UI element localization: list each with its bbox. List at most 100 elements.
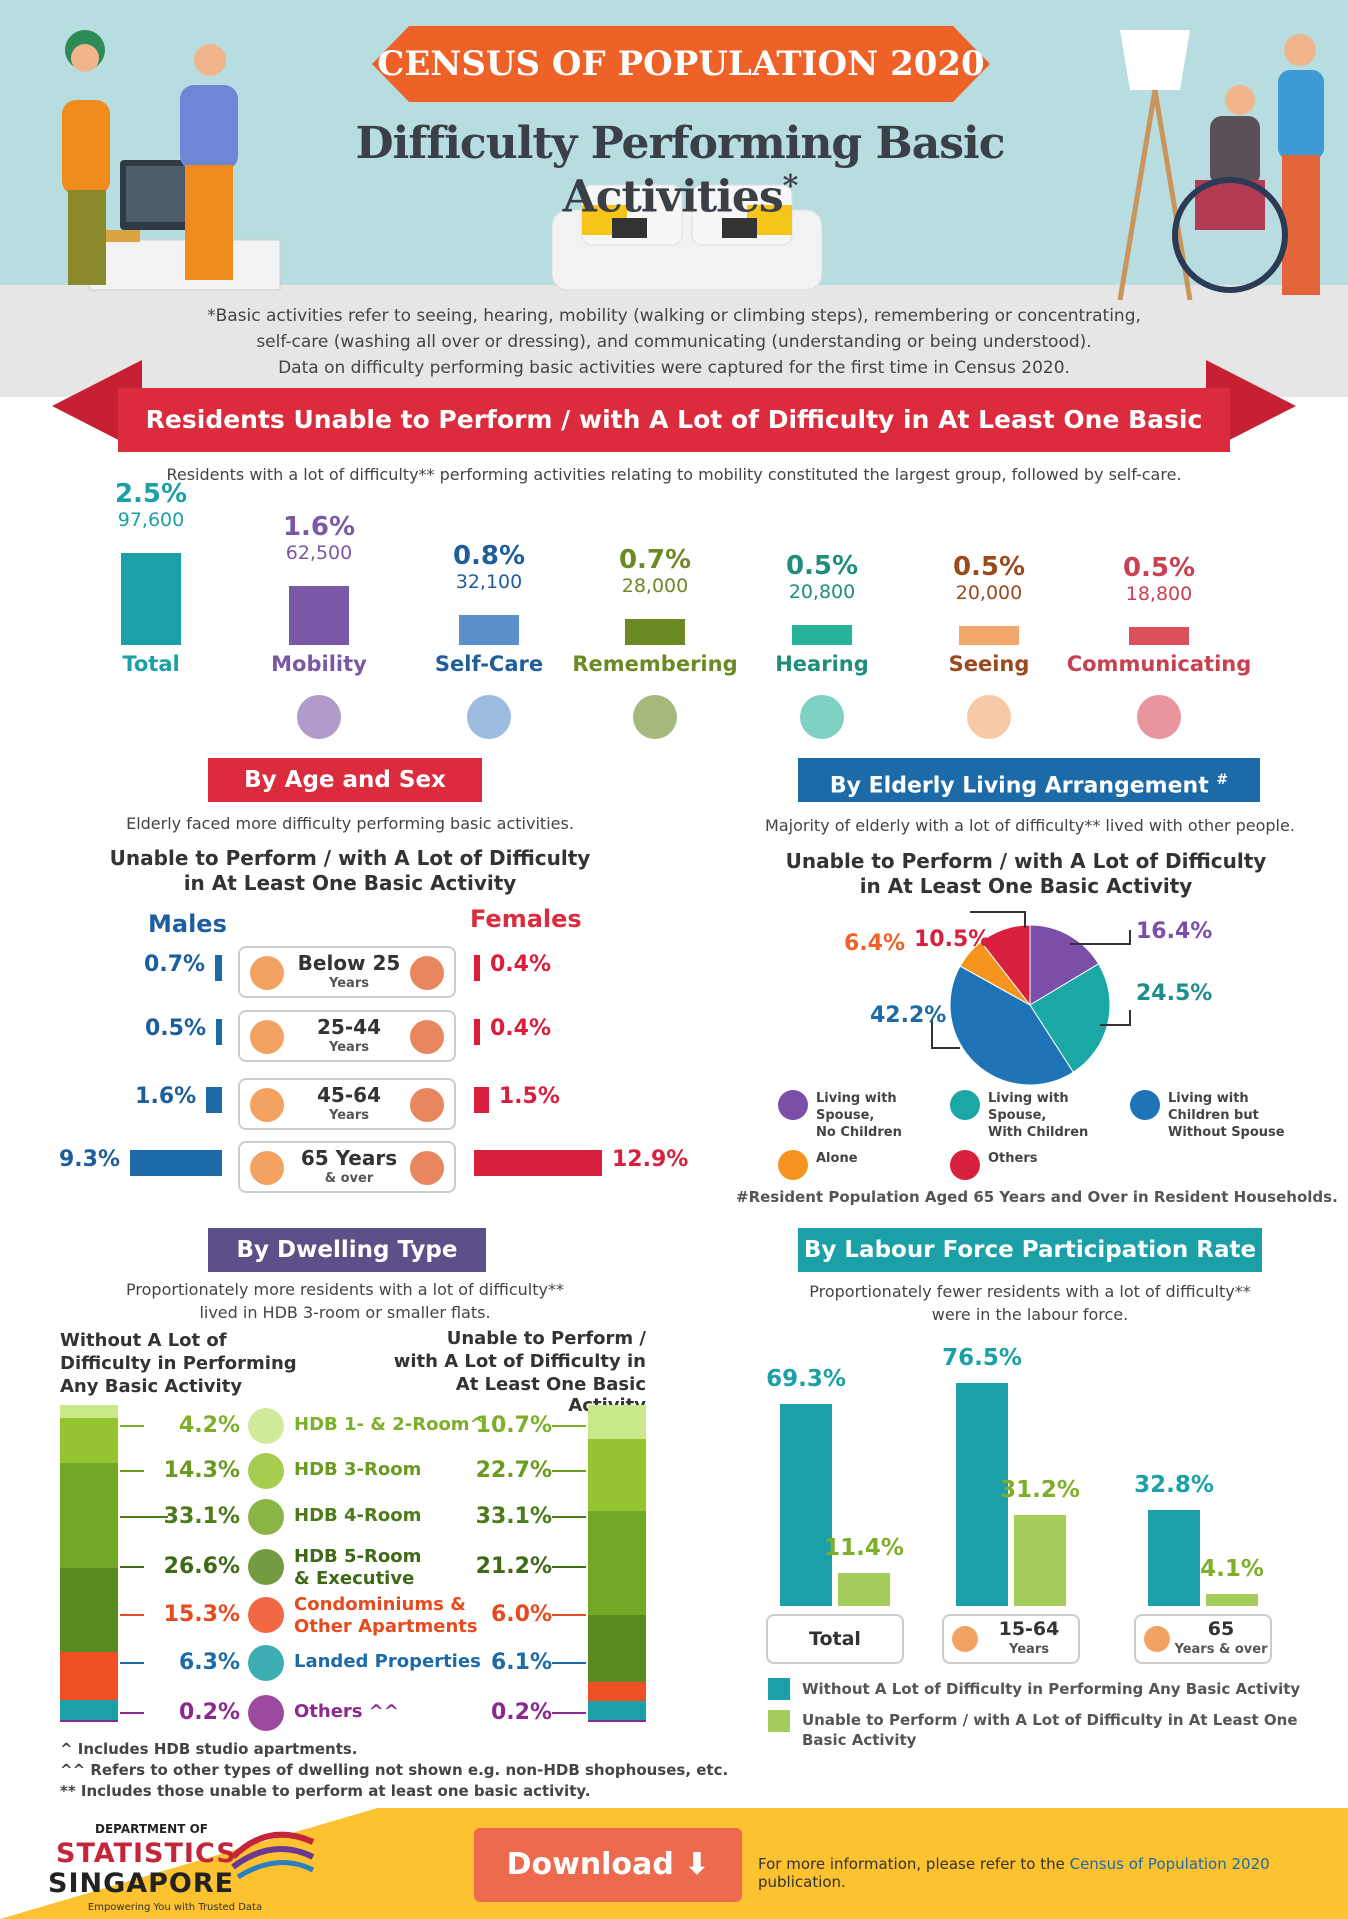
living-title-text: By Elderly Living Arrangement: [829, 773, 1209, 799]
labour-note-1: Proportionately fewer residents with a l…: [809, 1282, 1251, 1301]
legend-text-line: Living with: [988, 1091, 1069, 1106]
age-box: 25-44 Years: [238, 1010, 456, 1062]
legend-text-line: Spouse,: [988, 1108, 1047, 1123]
legend-text: Living with Spouse, With Children: [988, 1090, 1088, 1141]
total-icon: [129, 695, 173, 739]
legend-text-line: Without Spouse: [1168, 1125, 1285, 1140]
dwelling-left-head: Difficulty in Performing: [60, 1353, 297, 1374]
age-group-sub: Years: [329, 1040, 369, 1055]
bar-value-label: 20,800: [788, 581, 856, 604]
dwelling-connector-left: [120, 1566, 144, 1568]
legend-text-line: Children but: [1168, 1108, 1259, 1123]
living-title-hash: #: [1216, 772, 1229, 788]
dwelling-right-segment: [588, 1615, 646, 1683]
pie-pct-label: 24.5%: [1136, 981, 1212, 1006]
age-box: 65 Years & over: [238, 1141, 456, 1193]
download-button[interactable]: Download ⬇: [474, 1828, 742, 1902]
labour-bar-without: [780, 1403, 832, 1606]
dwelling-right-segment: [588, 1438, 646, 1511]
pie-slice: [980, 924, 1031, 1007]
male-face-icon: [250, 956, 284, 990]
labour-group-box: 15-64 Years: [942, 1614, 1080, 1664]
legend-dot: [1130, 1090, 1160, 1120]
dwelling-note-2: lived in HDB 3-room or smaller flats.: [199, 1303, 491, 1322]
living-note: Majority of elderly with a lot of diffic…: [765, 816, 1295, 835]
labour-group-label: Total: [809, 1628, 861, 1650]
bar-value-label: 18,800: [1125, 583, 1193, 605]
age-group-sub: & over: [324, 1171, 374, 1186]
more-info-prefix: For more information, please refer to th…: [758, 1855, 1070, 1873]
legend-dot: [778, 1150, 808, 1180]
legend-text: Others: [988, 1150, 1038, 1167]
dwelling-type-label: Condominiums &: [294, 1594, 466, 1615]
male-bar: [206, 1087, 222, 1113]
dwelling-right-segment: [588, 1510, 646, 1616]
dwelling-right-segment: [588, 1701, 646, 1721]
communicating-icon: [1137, 695, 1181, 739]
dwelling-connector-right: [552, 1712, 586, 1714]
labour-pct-unable: 4.1%: [1200, 1556, 1264, 1583]
pie-leader-line: [970, 911, 1026, 928]
female-bar: [474, 1150, 602, 1176]
legend-dot: [950, 1150, 980, 1180]
dwelling-type-label-2: & Executive: [294, 1568, 415, 1589]
age-group-sub: Years: [329, 1108, 369, 1123]
bar-seeing: [959, 626, 1019, 645]
male-pct: 9.3%: [58, 1147, 120, 1172]
bar-pct-label: 0.8%: [452, 540, 526, 571]
age-sex-note: Elderly faced more difficulty performing…: [126, 814, 574, 833]
page-title: Difficulty Performing Basic Activities*: [270, 118, 1090, 223]
bar-pct-label: 0.5%: [952, 552, 1026, 583]
labour-note-2: were in the labour force.: [931, 1305, 1129, 1324]
dwelling-connector-left: [120, 1470, 144, 1472]
dwelling-left-pct: 33.1%: [163, 1504, 240, 1529]
pie-pct-label: 10.5%: [914, 927, 990, 952]
age-group-sub: Years: [329, 976, 369, 991]
seeing-icon: [967, 695, 1011, 739]
age-face-icon: [1144, 1626, 1170, 1652]
dwelling-icon: [248, 1453, 284, 1489]
dwelling-type-label: HDB 3-Room: [294, 1459, 422, 1480]
dwelling-right-pct: 6.1%: [490, 1650, 552, 1675]
page-title-text: Difficulty Performing Basic Activities: [355, 118, 1005, 223]
footnote-caret: ^ Includes HDB studio apartments.: [60, 1740, 358, 1758]
dwelling-right-head: with A Lot of Difficulty in: [393, 1351, 646, 1372]
pie-leader-line: [1100, 1010, 1131, 1026]
female-face-icon: [410, 1151, 444, 1185]
age-face-icon: [952, 1626, 978, 1652]
dwelling-connector-right: [552, 1662, 586, 1664]
dwelling-right-pct: 22.7%: [475, 1458, 552, 1483]
labour-bar-without: [1148, 1510, 1200, 1606]
labour-bar-unable: [1206, 1594, 1258, 1606]
legend-text-line: With Children: [988, 1125, 1089, 1140]
dwelling-connector-right: [552, 1516, 586, 1518]
bar-remembering: [625, 618, 685, 645]
female-face-icon: [410, 1020, 444, 1054]
dwelling-right-pct: 6.0%: [490, 1602, 552, 1627]
dwelling-type-label: Others ^^: [294, 1701, 399, 1722]
males-label: Males: [148, 910, 227, 938]
mobility-icon: [297, 695, 341, 739]
more-info-text: For more information, please refer to th…: [758, 1855, 1338, 1891]
legend-text-line: Others: [988, 1151, 1038, 1166]
pie-slice: [949, 965, 1074, 1086]
legend-label-unable-2: Basic Activity: [802, 1731, 917, 1749]
legend-text-line: No Children: [816, 1125, 902, 1140]
age-sex-subhead-2: in At Least One Basic Activity: [183, 871, 517, 895]
dwelling-connector-left: [120, 1712, 144, 1714]
dwelling-icon: [248, 1408, 284, 1444]
female-face-icon: [410, 1088, 444, 1122]
dwelling-title: By Dwelling Type: [208, 1228, 486, 1272]
bar-category-label: Seeing: [948, 652, 1030, 676]
living-subhead-1: Unable to Perform / with A Lot of Diffic…: [785, 849, 1267, 873]
bar-category-label: Mobility: [271, 652, 367, 676]
living-footnote: #Resident Population Aged 65 Years and O…: [736, 1188, 1338, 1206]
download-label: Download: [506, 1847, 674, 1882]
age-sex-subhead-1: Unable to Perform / with A Lot of Diffic…: [109, 846, 591, 870]
dwelling-left-head: Without A Lot of: [60, 1330, 227, 1351]
dwelling-type-label: HDB 4-Room: [294, 1505, 422, 1526]
census-publication-link[interactable]: Census of Population 2020: [1069, 1855, 1270, 1873]
bar-category-label: Self-Care: [434, 652, 544, 676]
labour-title: By Labour Force Participation Rate: [798, 1228, 1262, 1272]
dwelling-right-pct: 21.2%: [475, 1554, 552, 1579]
